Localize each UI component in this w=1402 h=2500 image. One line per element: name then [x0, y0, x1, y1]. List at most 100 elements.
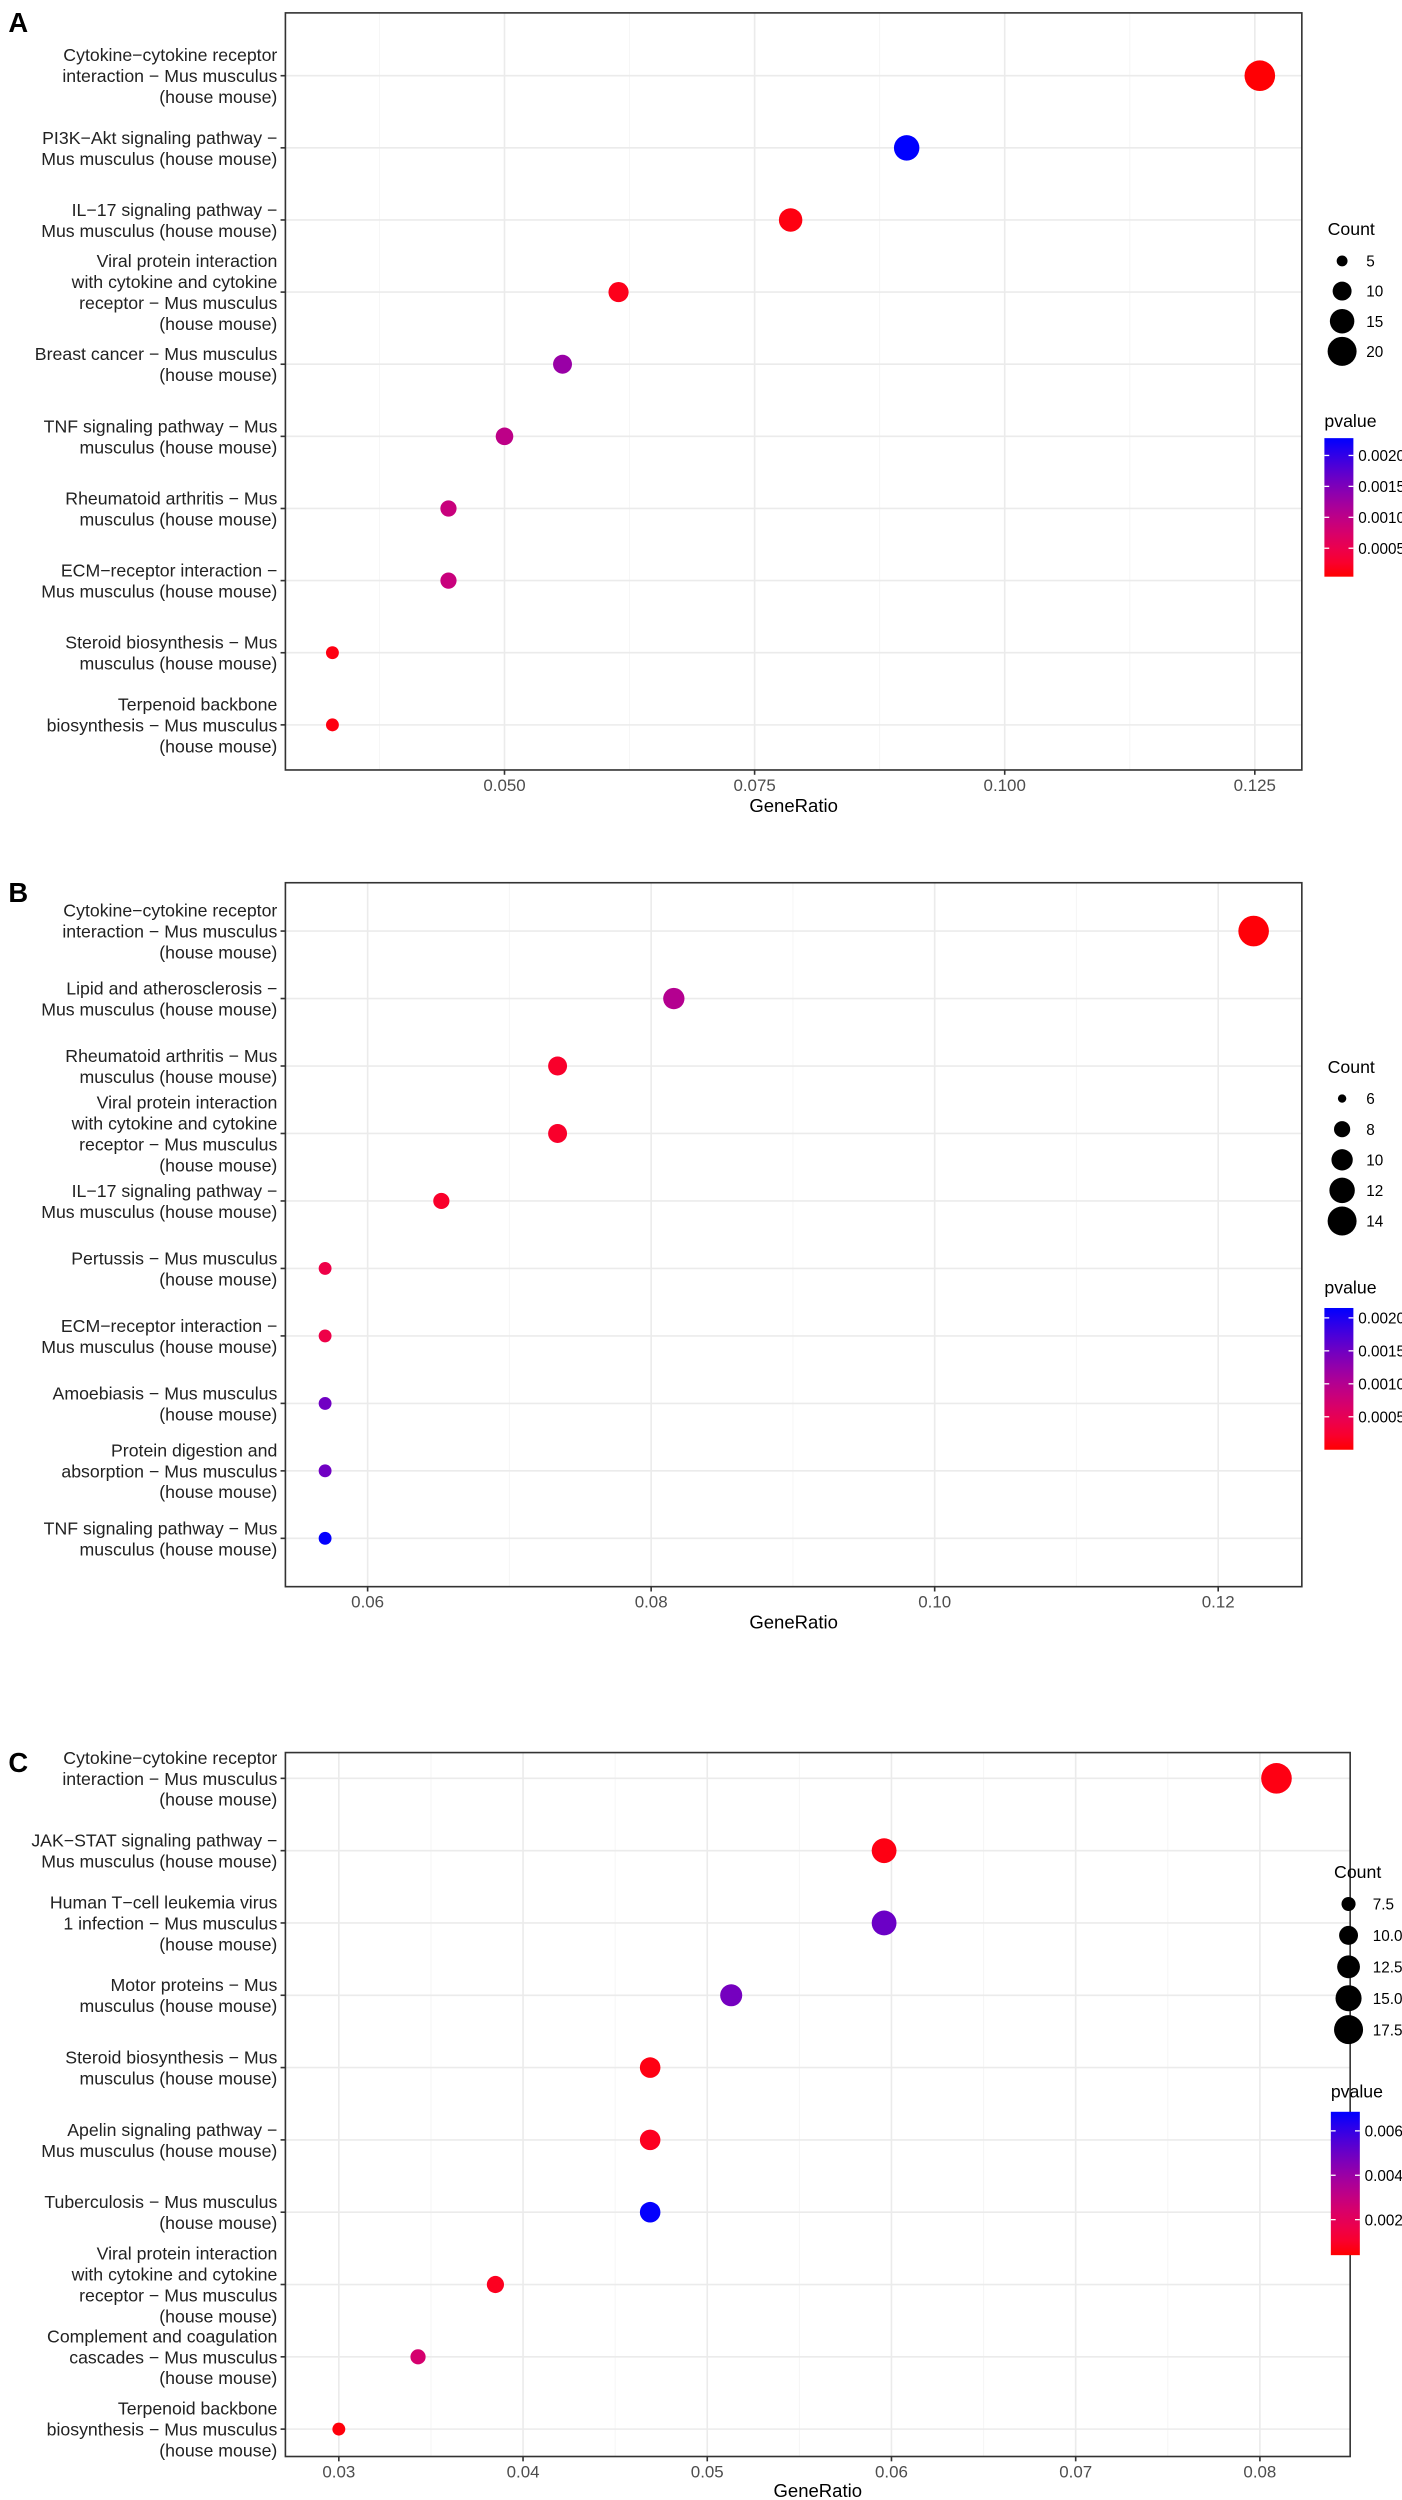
- size-legend-label: 17.5: [1373, 2022, 1402, 2039]
- y-tick-label-line: Mus musculus (house mouse): [41, 221, 277, 241]
- panel-C: C Cytokine−cytokine receptor interaction −…: [8, 1747, 1402, 2500]
- y-tick-label: IL−17 signaling pathway − Mus musculus (h…: [41, 200, 277, 241]
- y-tick-label-line: musculus (house mouse): [80, 1539, 278, 1559]
- y-tick-label-line: JAK−STAT signaling pathway −: [31, 1831, 277, 1851]
- size-legend-key: [1332, 281, 1352, 301]
- y-tick-label-line: (house mouse): [159, 1482, 277, 1502]
- x-tick-label: 0.04: [507, 2462, 540, 2481]
- y-tick-label: Complement and coagulation cascades − Mus…: [47, 2326, 277, 2388]
- size-legend: Count 5 10 15 20: [1328, 219, 1383, 366]
- size-legend-label: 10: [1366, 1152, 1383, 1169]
- data-point: [410, 2349, 426, 2365]
- y-tick-label-line: (house mouse): [159, 1155, 277, 1175]
- data-point: [639, 2129, 661, 2151]
- y-tick-label-line: Viral protein interaction: [97, 1093, 278, 1113]
- size-legend-label: 5: [1366, 254, 1375, 271]
- panel-letter: A: [8, 7, 28, 38]
- y-tick-label: IL−17 signaling pathway − Mus musculus (h…: [41, 1181, 277, 1222]
- y-tick-label-line: Mus musculus (house mouse): [41, 149, 277, 169]
- y-tick-label-line: TNF signaling pathway − Mus: [44, 1518, 278, 1538]
- size-legend-key: [1337, 1094, 1347, 1103]
- data-point: [325, 718, 339, 732]
- y-tick-label: Apelin signaling pathway − Mus musculus (…: [41, 2120, 277, 2161]
- y-tick-label-line: interaction − Mus musculus: [62, 922, 277, 942]
- y-tick-label: Rheumatoid arthritis − Mus musculus (hous…: [65, 1046, 277, 1087]
- data-point: [318, 1261, 332, 1275]
- color-legend-title: pvalue: [1324, 411, 1376, 431]
- data-point: [871, 1838, 897, 1864]
- panel-B: B Cytokine−cytokine receptor interaction −…: [8, 877, 1402, 1632]
- plot-border: [284, 12, 1303, 771]
- y-tick-label: Cytokine−cytokine receptor interaction − …: [62, 45, 277, 107]
- y-tick-label-line: receptor − Mus musculus: [79, 2285, 277, 2305]
- panel-letter: C: [8, 1747, 28, 1778]
- x-tick-label: 0.07: [1059, 2462, 1092, 2481]
- y-tick-label-line: Lipid and atherosclerosis −: [66, 979, 277, 999]
- y-tick-label-line: Rheumatoid arthritis − Mus: [65, 1046, 277, 1066]
- y-tick-label-line: musculus (house mouse): [80, 437, 278, 457]
- y-tick-label-line: PI3K−Akt signaling pathway −: [42, 128, 277, 148]
- y-tick-label-line: (house mouse): [159, 314, 277, 334]
- y-tick-label-line: with cytokine and cytokine: [71, 2264, 278, 2284]
- y-tick-label-line: Complement and coagulation: [47, 2326, 277, 2346]
- size-legend-key: [1341, 1896, 1356, 1912]
- y-tick-label-line: 1 infection − Mus musculus: [63, 1913, 277, 1933]
- y-tick-label: Steroid biosynthesis − Mus musculus (hous…: [65, 633, 277, 674]
- data-point: [318, 1531, 332, 1545]
- size-legend-title: Count: [1334, 1862, 1381, 1882]
- y-tick-label: Viral protein interaction with cytokine a…: [71, 2244, 278, 2327]
- y-tick-label-line: (house mouse): [159, 365, 277, 385]
- y-tick-label-line: Mus musculus (house mouse): [41, 1852, 277, 1872]
- y-tick-label-line: cascades − Mus musculus: [69, 2347, 277, 2367]
- y-tick-label-line: IL−17 signaling pathway −: [72, 200, 278, 220]
- y-tick-label: ECM−receptor interaction − Mus musculus (…: [41, 561, 277, 602]
- y-tick-label-line: Tuberculosis − Mus musculus: [44, 2192, 277, 2212]
- y-tick-label-line: Amoebiasis − Mus musculus: [53, 1383, 278, 1403]
- y-tick-label-line: Cytokine−cytokine receptor: [63, 45, 277, 65]
- y-tick-label-line: musculus (house mouse): [80, 1067, 278, 1087]
- color-legend-label: 0.0015: [1358, 1343, 1402, 1360]
- x-tick-label: 0.100: [984, 776, 1026, 795]
- y-tick-label-line: (house mouse): [159, 736, 277, 756]
- size-legend-key: [1329, 1177, 1355, 1204]
- color-legend-label: 0.0010: [1358, 510, 1402, 527]
- data-point: [318, 1464, 332, 1478]
- y-tick-label-line: Viral protein interaction: [97, 2244, 278, 2264]
- y-tick-label: Terpenoid backbone biosynthesis − Mus mus…: [47, 2399, 278, 2461]
- size-legend-key: [1327, 1206, 1357, 1236]
- y-tick-label-line: Human T−cell leukemia virus: [50, 1892, 278, 1912]
- y-tick-label-line: Mus musculus (house mouse): [41, 999, 277, 1019]
- y-tick-label: Viral protein interaction with cytokine a…: [71, 1093, 278, 1176]
- y-tick-label: TNF signaling pathway − Mus musculus (hou…: [44, 1518, 278, 1559]
- y-tick-label-line: musculus (house mouse): [80, 2068, 278, 2088]
- size-legend-label: 10: [1366, 284, 1383, 301]
- y-tick-label-line: Mus musculus (house mouse): [41, 1202, 277, 1222]
- x-tick-label: 0.06: [351, 1593, 384, 1612]
- data-point: [608, 282, 629, 303]
- y-tick-label-line: (house mouse): [159, 2213, 277, 2233]
- color-legend-label: 0.0010: [1358, 1376, 1402, 1393]
- size-legend-label: 20: [1366, 344, 1383, 361]
- data-point: [720, 1984, 743, 2007]
- y-tick-label-line: Cytokine−cytokine receptor: [63, 901, 277, 921]
- data-point: [1261, 1763, 1292, 1794]
- size-legend-label: 12: [1366, 1183, 1383, 1200]
- data-point: [553, 354, 572, 374]
- size-legend-label: 14: [1366, 1214, 1384, 1231]
- y-tick-label-line: musculus (house mouse): [80, 1996, 278, 2016]
- size-legend-key: [1337, 1955, 1360, 1979]
- y-tick-label: Rheumatoid arthritis − Mus musculus (hous…: [65, 488, 277, 529]
- data-point: [332, 2422, 346, 2436]
- y-tick-label-line: Mus musculus (house mouse): [41, 2141, 277, 2161]
- y-tick-label-line: with cytokine and cytokine: [71, 1113, 278, 1133]
- size-legend-label: 7.5: [1373, 1897, 1394, 1914]
- y-tick-label-line: absorption − Mus musculus: [61, 1461, 277, 1481]
- y-tick-label-line: Apelin signaling pathway −: [67, 2120, 277, 2140]
- y-tick-label: Protein digestion and absorption − Mus mu…: [61, 1440, 277, 1502]
- y-tick-label-line: ECM−receptor interaction −: [61, 1316, 277, 1336]
- data-point: [639, 2201, 661, 2223]
- y-tick-label-line: with cytokine and cytokine: [71, 272, 278, 292]
- size-legend-key: [1339, 1925, 1359, 1945]
- y-tick-label-line: IL−17 signaling pathway −: [72, 1181, 278, 1201]
